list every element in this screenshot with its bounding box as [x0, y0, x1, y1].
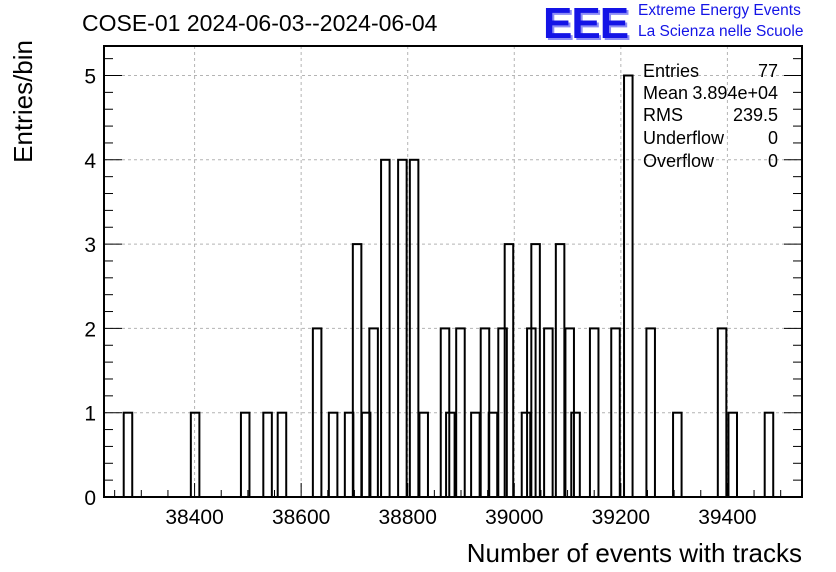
stats-box: Entries 77 Mean 3.894e+04 RMS 239.5 Unde…: [643, 61, 778, 171]
y-axis-title: Entries/bin: [8, 40, 38, 163]
histogram-bar: [554, 243, 566, 498]
x-axis-title: Number of events with tracks: [467, 538, 802, 568]
x-tick-labels: 38400 38600 38800 39000 39200 39400: [165, 506, 756, 529]
stat-underflow-value: 0: [768, 128, 778, 148]
histogram-bar: [122, 411, 134, 498]
histogram-bar: [470, 411, 481, 498]
y-tick-label: 0: [84, 487, 96, 510]
y-tick-label: 4: [84, 150, 96, 173]
histogram-bar: [520, 411, 532, 498]
stat-rms-value: 239.5: [733, 105, 778, 125]
x-tick-label: 39400: [698, 506, 756, 529]
y-tick-label: 3: [84, 234, 96, 257]
y-tick-labels: 0 1 2 3 4 5: [84, 66, 96, 510]
histogram-bar: [239, 411, 251, 498]
grid-lines: [104, 46, 802, 497]
histogram-bar: [276, 411, 288, 498]
stat-rms-label: RMS: [643, 105, 683, 125]
stat-overflow-label: Overflow: [643, 151, 715, 171]
logo-caption-line2: La Scienza nelle Scuole: [638, 23, 804, 40]
plot-frame: [103, 45, 803, 498]
x-tick-label: 38800: [379, 506, 437, 529]
x-tick-label: 39000: [485, 506, 543, 529]
stat-entries-label: Entries: [643, 61, 699, 81]
axis-ticks: [104, 58, 802, 498]
histogram-bar: [763, 411, 775, 498]
histogram-bar: [418, 411, 429, 498]
histogram-bar: [570, 411, 581, 498]
histogram-bar: [727, 411, 738, 498]
histogram-bar: [189, 411, 201, 498]
histogram-bar: [262, 411, 273, 498]
x-tick-label: 38400: [165, 506, 223, 529]
x-tick-label: 38600: [272, 506, 330, 529]
stat-mean-label: Mean: [643, 83, 688, 103]
x-tick-label: 39200: [592, 506, 650, 529]
stat-overflow-value: 0: [768, 151, 778, 171]
eee-logo: EEE: [543, 0, 629, 48]
histogram-bar: [445, 411, 456, 498]
histogram-bar: [672, 411, 683, 498]
stat-mean-value: 3.894e+04: [692, 83, 778, 103]
y-tick-label: 1: [84, 403, 96, 426]
histogram-bar: [327, 411, 339, 498]
logo-caption-line1: Extreme Energy Events: [638, 2, 801, 19]
chart-title: COSE-01 2024-06-03--2024-06-04: [82, 10, 438, 36]
histogram-bar: [623, 74, 634, 498]
y-tick-label: 2: [84, 318, 96, 341]
stat-entries-value: 77: [758, 61, 778, 81]
stat-underflow-label: Underflow: [643, 128, 725, 148]
y-tick-label: 5: [84, 66, 96, 89]
